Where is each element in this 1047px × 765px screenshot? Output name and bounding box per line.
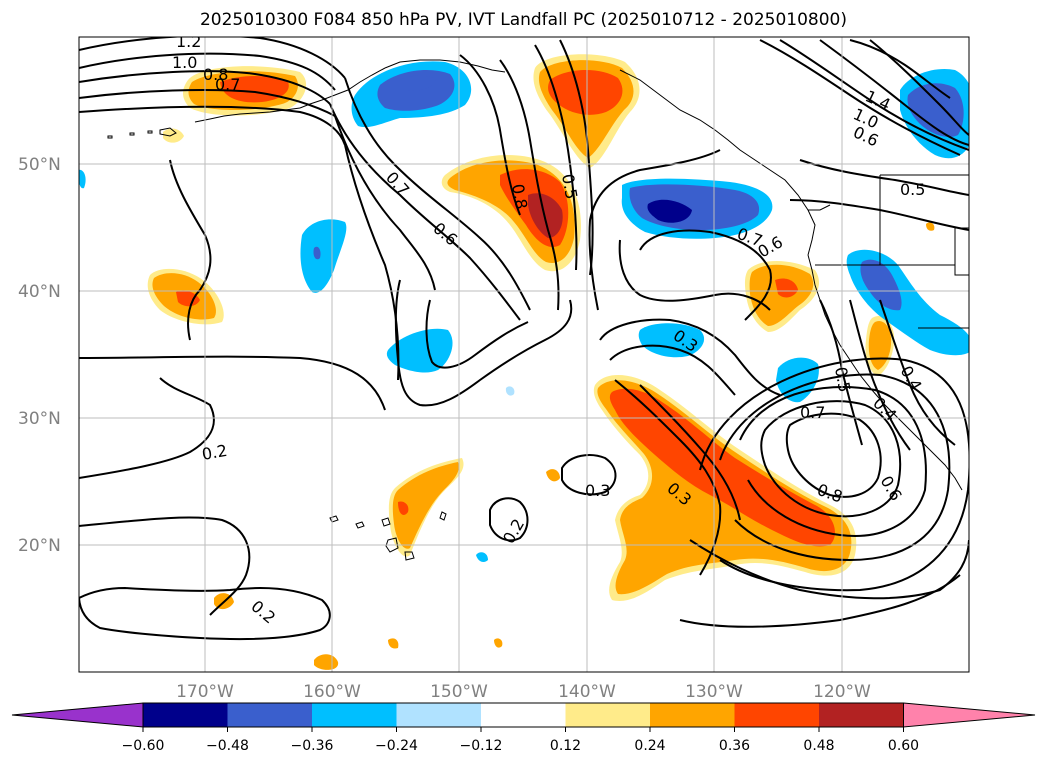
- contour-label: 0.3: [585, 481, 610, 500]
- contour-label: 0.2: [200, 441, 228, 464]
- pv-fill-negative: [79, 61, 969, 563]
- colorbar: −0.60 −0.48 −0.36 −0.24 −0.12 0.12 0.24 0.36 0.4…: [11, 702, 1036, 754]
- colorbar-tick-label: 0.36: [719, 738, 750, 754]
- contour-label: 0.7: [215, 75, 240, 94]
- pv-fill-positive: [147, 54, 935, 670]
- islands: [107, 130, 447, 561]
- contour-label: 0.7: [800, 403, 825, 422]
- colorbar-tick-label: 0.48: [803, 738, 834, 754]
- lon-label-160w: 160°W: [303, 682, 361, 702]
- colorbar-tick-label: −0.48: [206, 738, 249, 754]
- lat-label-30n: 30°N: [18, 409, 61, 429]
- colorbar-segment: [565, 703, 651, 727]
- map-background: [79, 37, 969, 672]
- colorbar-segment: [396, 703, 482, 727]
- contour-label: 0.5: [900, 180, 925, 199]
- colorbar-tick-label: −0.60: [122, 738, 165, 754]
- colorbar-tick-label: −0.36: [291, 738, 334, 754]
- contour-label: 1.2: [176, 32, 201, 51]
- colorbar-tick-label: 0.12: [550, 738, 581, 754]
- lat-label-50n: 50°N: [18, 155, 61, 175]
- coastlines: [159, 59, 969, 491]
- map-frame: [78, 36, 970, 673]
- colorbar-segment: [143, 703, 228, 727]
- latitude-labels: 50°N 40°N 30°N 20°N: [18, 155, 61, 556]
- colorbar-segment: [227, 703, 313, 727]
- colorbar-extend-max: [903, 702, 1036, 728]
- map-title: 2025010300 F084 850 hPa PV, IVT Landfall…: [199, 10, 847, 30]
- map-layers: 1.2 1.0 0.8 0.7 0.8 0.5 0.7 0.6 0.2 0.2 …: [79, 32, 969, 672]
- gridlines: [79, 37, 969, 672]
- colorbar-tick-label: 0.24: [634, 738, 665, 754]
- lon-label-170w: 170°W: [176, 682, 234, 702]
- colorbar-segment: [312, 703, 397, 727]
- colorbar-segment: [734, 703, 820, 727]
- colorbar-tick-label: 0.60: [888, 738, 919, 754]
- contour-label: 0.5: [831, 365, 854, 393]
- colorbar-outline: [142, 702, 904, 728]
- lon-label-140w: 140°W: [558, 682, 616, 702]
- colorbar-segment: [819, 703, 904, 727]
- contour-label: 0.8: [508, 182, 531, 210]
- contour-label: 0.5: [558, 172, 581, 200]
- lon-label-150w: 150°W: [430, 682, 488, 702]
- colorbar-tick-label: −0.24: [375, 738, 418, 754]
- colorbar-tick-label: −0.12: [460, 738, 503, 754]
- longitude-labels: 170°W 160°W 150°W 140°W 130°W 120°W: [176, 682, 871, 702]
- colorbar-segment: [650, 703, 735, 727]
- contour-label: 1.0: [172, 53, 197, 72]
- lon-label-120w: 120°W: [813, 682, 871, 702]
- colorbar-segment: [481, 703, 566, 727]
- lat-label-20n: 20°N: [18, 536, 61, 556]
- lat-label-40n: 40°N: [18, 282, 61, 302]
- ivt-contours: [79, 37, 969, 641]
- contour-label: 0.8: [203, 65, 228, 84]
- colorbar-extend-min: [11, 702, 144, 728]
- lon-label-130w: 130°W: [685, 682, 743, 702]
